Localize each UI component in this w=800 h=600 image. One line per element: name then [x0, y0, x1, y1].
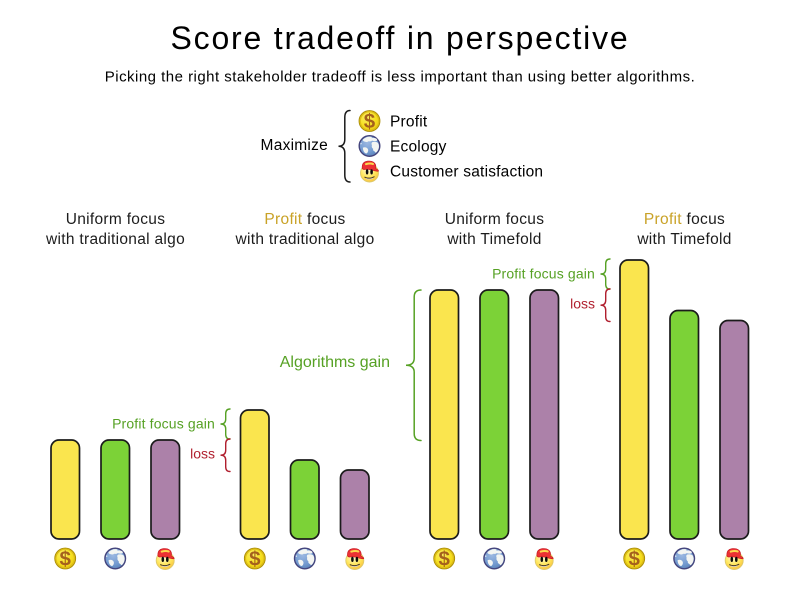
- svg-text:loss: loss: [190, 446, 215, 462]
- svg-text:Ecology: Ecology: [390, 138, 447, 155]
- svg-text:Profit: Profit: [390, 113, 428, 130]
- svg-text:Customer satisfaction: Customer satisfaction: [390, 163, 543, 180]
- svg-text:with Timefold: with Timefold: [636, 231, 731, 248]
- svg-text:Uniform focus: Uniform focus: [66, 211, 166, 228]
- svg-text:Profit focus: Profit focus: [644, 211, 725, 228]
- svg-text:with traditional algo: with traditional algo: [235, 231, 375, 248]
- svg-text:Profit focus gain: Profit focus gain: [112, 416, 215, 432]
- svg-text:Maximize: Maximize: [261, 137, 328, 154]
- svg-text:Picking the right stakeholder: Picking the right stakeholder tradeoff i…: [105, 69, 695, 86]
- svg-text:with traditional algo: with traditional algo: [45, 231, 185, 248]
- svg-text:Algorithms gain: Algorithms gain: [280, 354, 390, 371]
- svg-text:Uniform focus: Uniform focus: [445, 211, 545, 228]
- svg-text:Profit focus: Profit focus: [264, 211, 345, 228]
- svg-text:Score tradeoff in perspective: Score tradeoff in perspective: [171, 20, 630, 56]
- svg-text:loss: loss: [570, 296, 595, 312]
- svg-text:Profit focus gain: Profit focus gain: [492, 266, 595, 282]
- svg-text:with Timefold: with Timefold: [446, 231, 541, 248]
